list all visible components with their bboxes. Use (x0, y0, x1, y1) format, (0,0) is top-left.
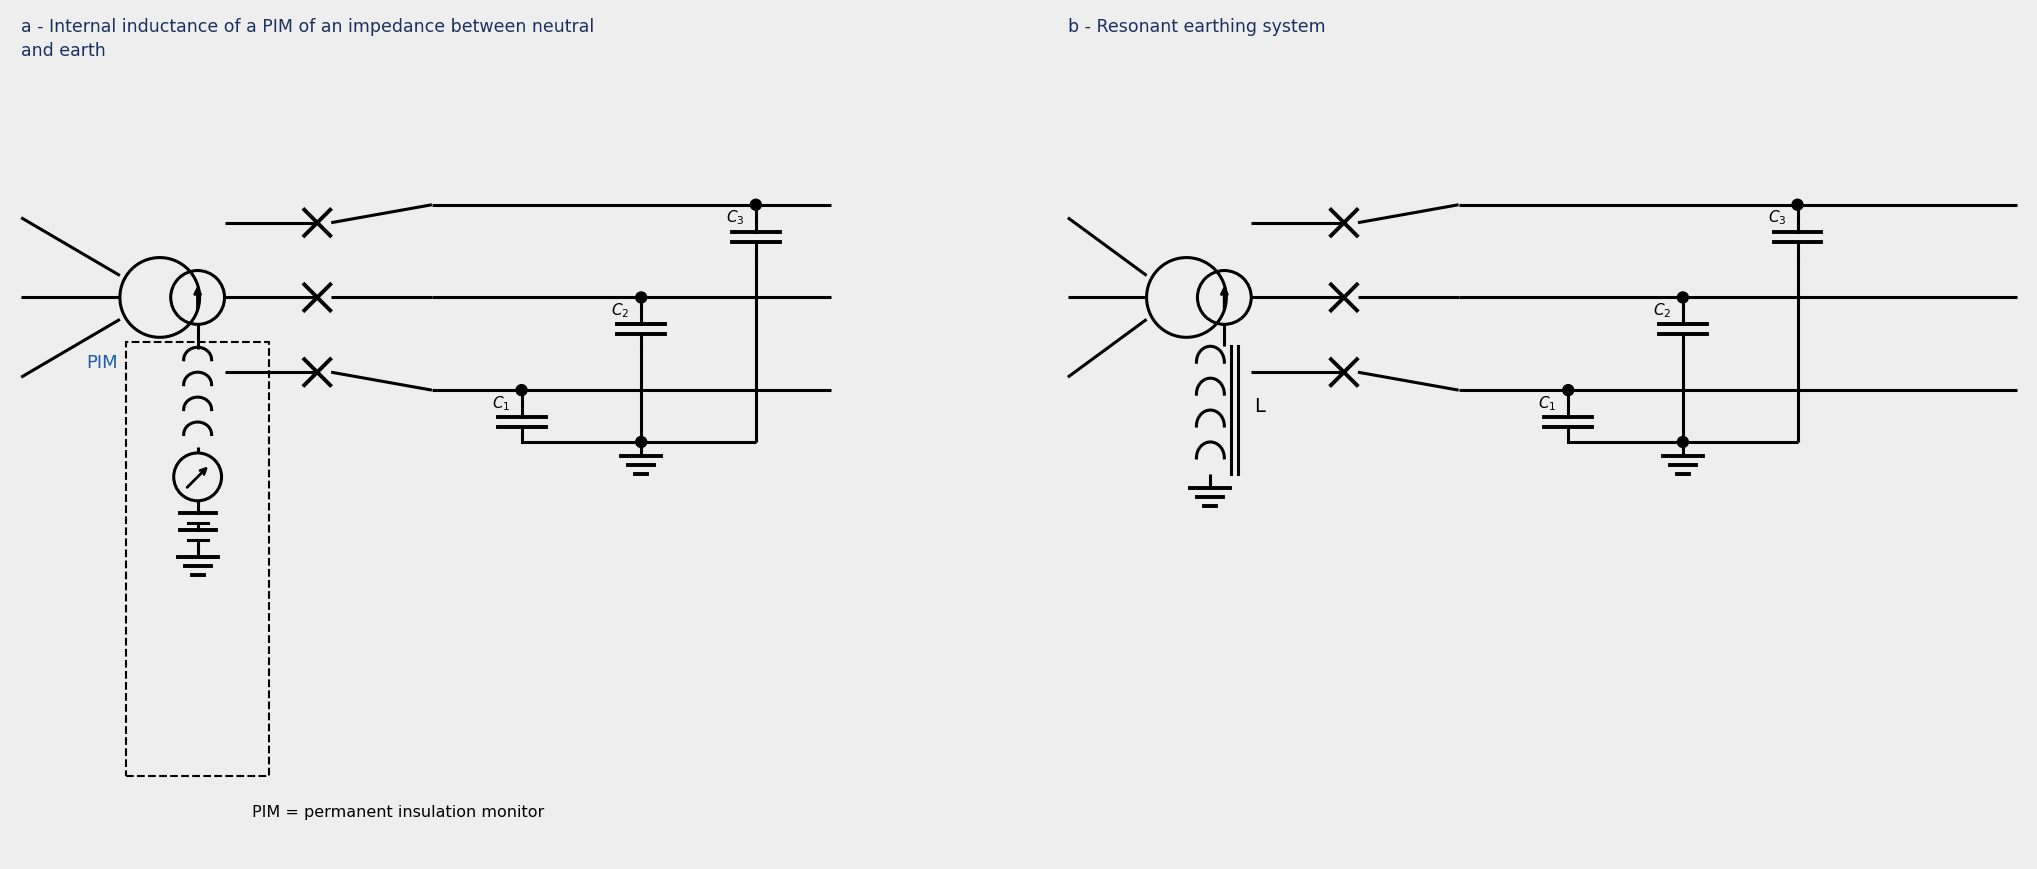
Circle shape (515, 385, 528, 395)
Circle shape (1562, 385, 1575, 395)
Text: PIM = permanent insulation monitor: PIM = permanent insulation monitor (253, 806, 544, 820)
Text: a - Internal inductance of a PIM of an impedance between neutral
and earth: a - Internal inductance of a PIM of an i… (20, 18, 595, 60)
Text: $C_1$: $C_1$ (491, 394, 509, 413)
Text: $C_3$: $C_3$ (725, 209, 744, 228)
Bar (126, 342, 269, 776)
Text: $C_3$: $C_3$ (1768, 209, 1786, 228)
Text: PIM: PIM (86, 355, 118, 372)
Text: $C_2$: $C_2$ (611, 302, 629, 320)
Circle shape (1676, 436, 1689, 448)
Circle shape (636, 436, 646, 448)
Text: $C_1$: $C_1$ (1538, 394, 1556, 413)
Circle shape (750, 199, 762, 210)
Text: $C_2$: $C_2$ (1652, 302, 1670, 320)
Circle shape (1676, 292, 1689, 303)
Text: b - Resonant earthing system: b - Resonant earthing system (1067, 18, 1326, 36)
Circle shape (1793, 199, 1803, 210)
Text: L: L (1255, 396, 1265, 415)
Circle shape (636, 292, 646, 303)
